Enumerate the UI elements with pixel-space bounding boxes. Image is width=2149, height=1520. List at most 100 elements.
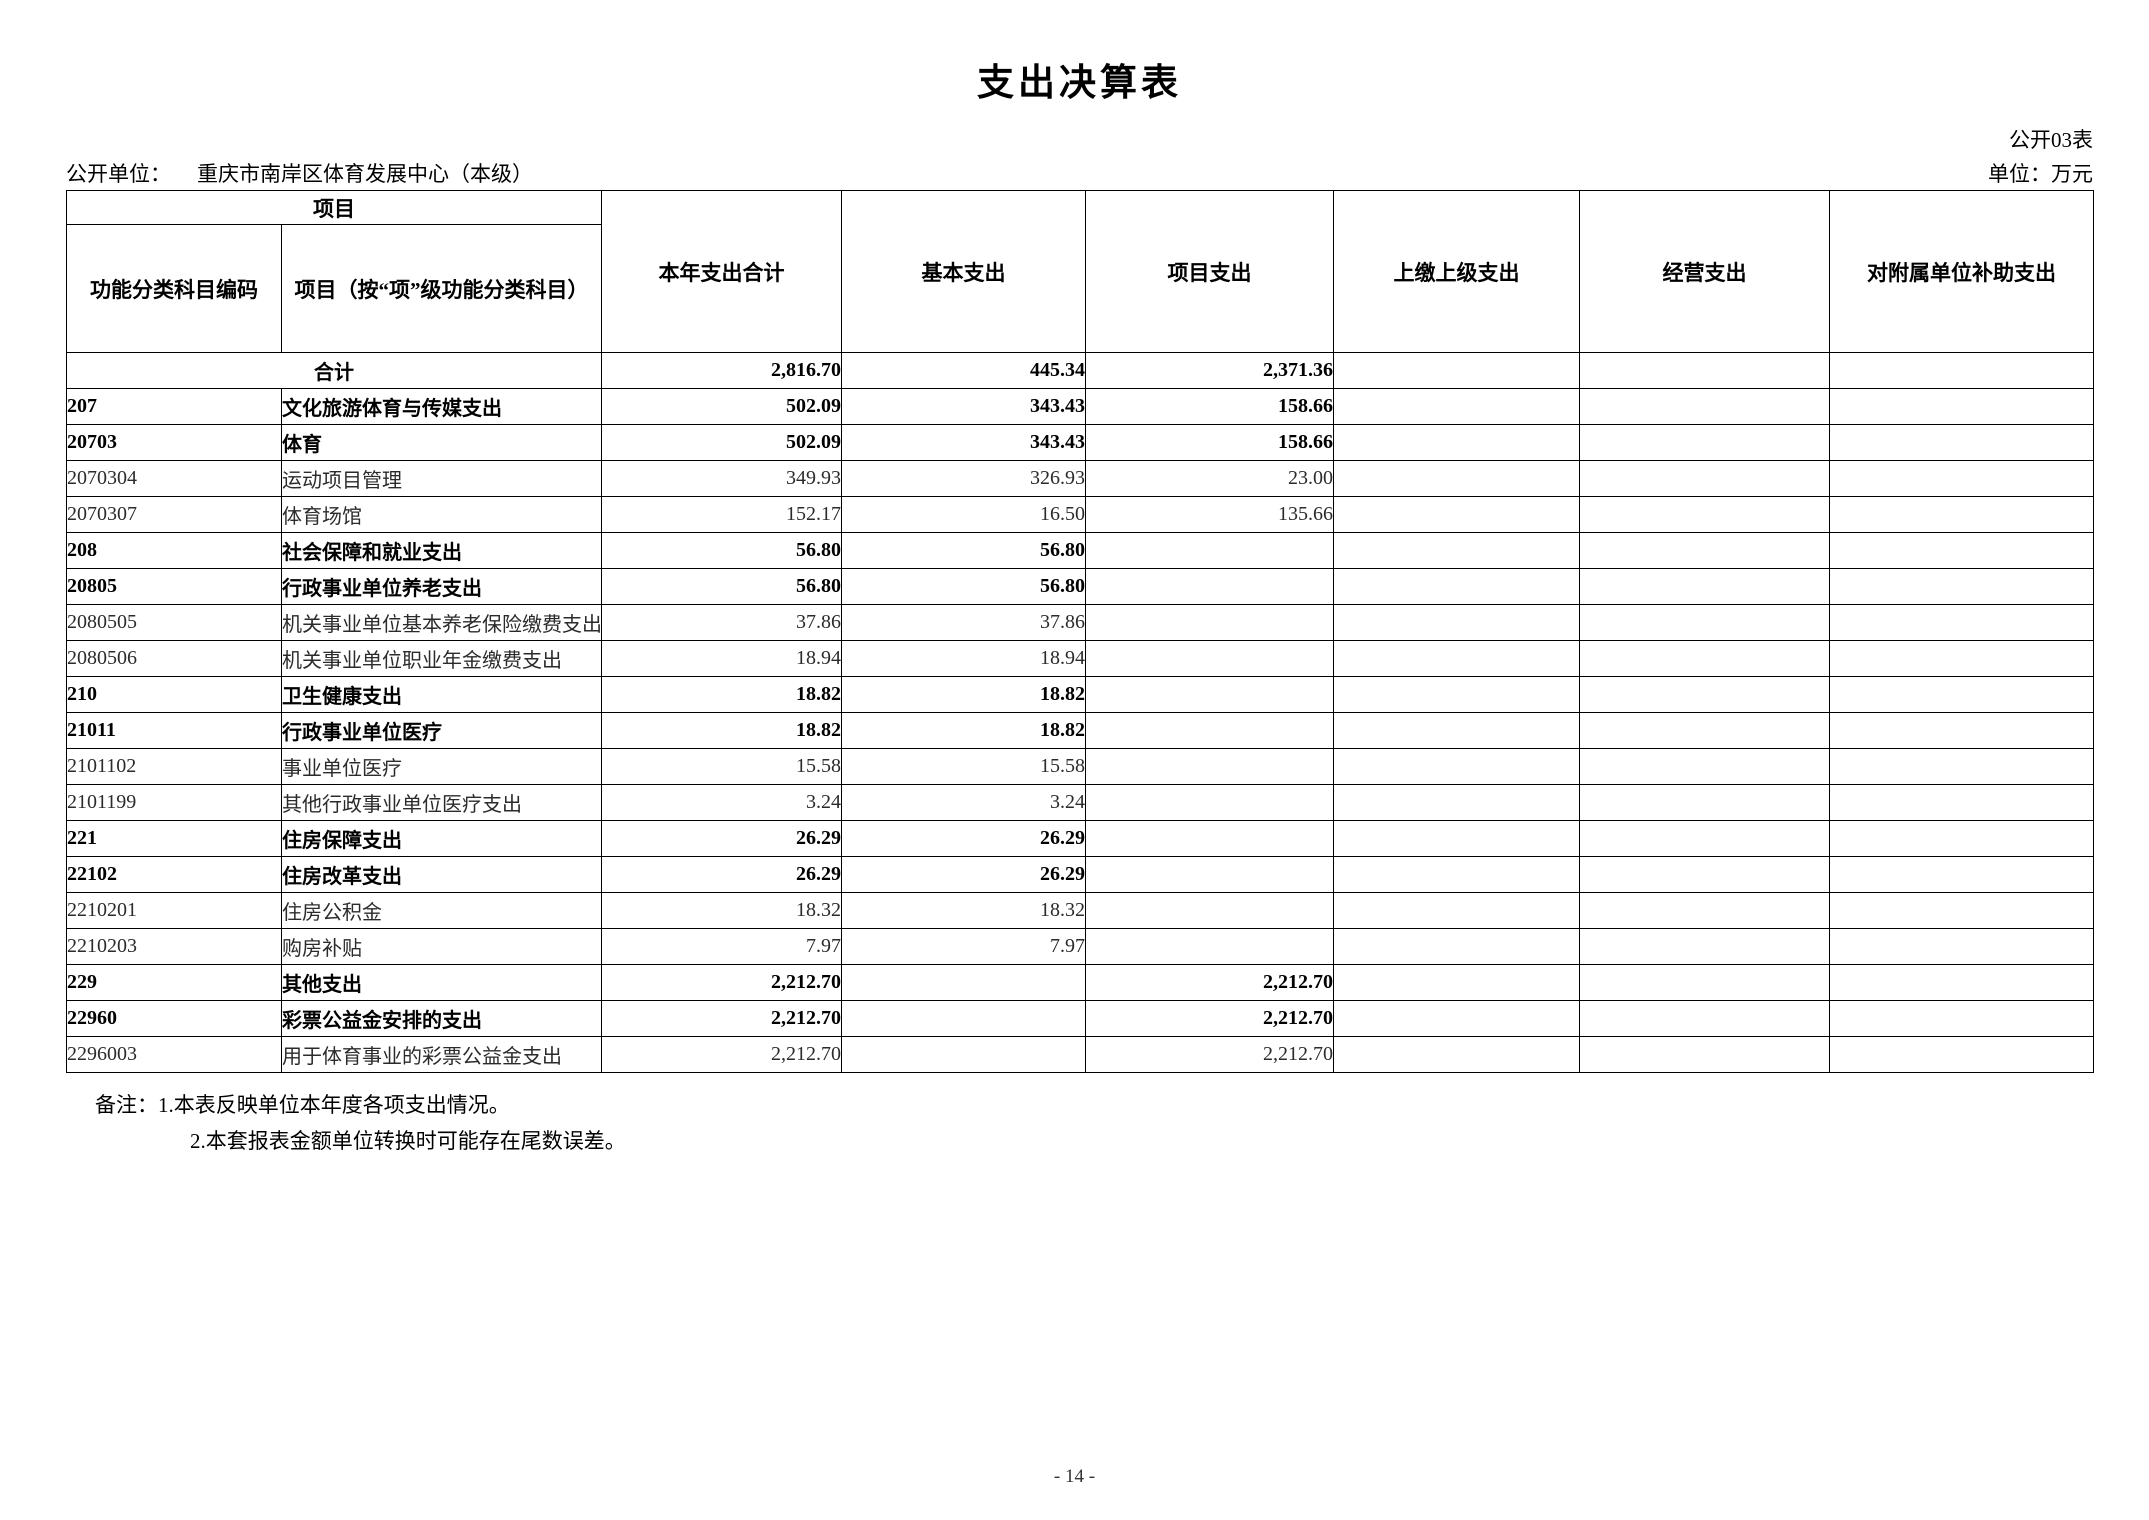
header-col-subsidy: 对附属单位补助支出: [1829, 190, 2094, 353]
cell-value: [1333, 460, 1580, 497]
cell-value: 18.94: [601, 640, 842, 677]
cell-value: [1333, 532, 1580, 569]
cell-value: 3.24: [841, 784, 1086, 821]
cell-value: 37.86: [841, 604, 1086, 641]
table-row: 2080505 机关事业单位基本养老保险缴费支出 37.86 37.86: [66, 604, 2094, 641]
cell-value: 2,212.70: [1085, 964, 1334, 1001]
table-row: 2101199 其他行政事业单位医疗支出 3.24 3.24: [66, 784, 2094, 821]
cell-value: [1085, 676, 1334, 713]
row-code: 210: [66, 676, 282, 713]
cell-value: [1579, 568, 1830, 605]
cell-value: [1829, 964, 2094, 1001]
cell-value: 158.66: [1085, 424, 1334, 461]
table-row: 2296003 用于体育事业的彩票公益金支出 2,212.70 2,212.70: [66, 1036, 2094, 1073]
row-name: 住房公积金: [281, 892, 602, 929]
table-row: 208 社会保障和就业支出 56.80 56.80: [66, 532, 2094, 569]
cell-value: 56.80: [601, 532, 842, 569]
cell-value: [1579, 964, 1830, 1001]
expenditure-table: 项目 本年支出合计 基本支出 项目支出 上缴上级支出 经营支出 对附属单位补助支…: [66, 190, 2094, 1073]
header-col-name: 项目（按“项”级功能分类科目）: [281, 224, 602, 353]
row-name: 其他支出: [281, 964, 602, 1001]
cell-value: [1829, 820, 2094, 857]
row-name: 机关事业单位基本养老保险缴费支出: [281, 604, 602, 641]
cell-value: [1333, 856, 1580, 893]
cell-value: 445.34: [841, 352, 1086, 389]
row-code: 229: [66, 964, 282, 1001]
org-label: 公开单位：: [66, 162, 171, 186]
cell-value: [1085, 928, 1334, 965]
table-row: 2101102 事业单位医疗 15.58 15.58: [66, 748, 2094, 785]
cell-value: 3.24: [601, 784, 842, 821]
cell-value: 2,212.70: [601, 1036, 842, 1073]
cell-value: [1333, 820, 1580, 857]
table-row: 20703 体育 502.09 343.43 158.66: [66, 424, 2094, 461]
footnote-line-2: 2.本套报表金额单位转换时可能存在尾数误差。: [190, 1129, 626, 1153]
cell-value: [1333, 388, 1580, 425]
cell-value: 7.97: [601, 928, 842, 965]
cell-value: 37.86: [601, 604, 842, 641]
table-row: 20805 行政事业单位养老支出 56.80 56.80: [66, 568, 2094, 605]
row-name: 事业单位医疗: [281, 748, 602, 785]
cell-value: [1085, 748, 1334, 785]
cell-value: 2,371.36: [1085, 352, 1334, 389]
row-name: 用于体育事业的彩票公益金支出: [281, 1036, 602, 1073]
cell-value: [1085, 892, 1334, 929]
cell-value: 7.97: [841, 928, 1086, 965]
cell-value: [1829, 388, 2094, 425]
cell-value: [1085, 712, 1334, 749]
cell-value: 2,816.70: [601, 352, 842, 389]
row-code: 207: [66, 388, 282, 425]
cell-value: 23.00: [1085, 460, 1334, 497]
table-body: 合计 2,816.70 445.34 2,371.36 207 文化旅游体育与传媒支出 50…: [66, 352, 2094, 1073]
header-col-total: 本年支出合计: [601, 190, 842, 353]
cell-value: [1579, 712, 1830, 749]
cell-value: [1333, 1000, 1580, 1037]
cell-value: [1829, 892, 2094, 929]
total-label: 合计: [66, 352, 602, 389]
org-name: 重庆市南岸区体育发展中心（本级）: [197, 162, 533, 186]
cell-value: [1829, 928, 2094, 965]
row-code: 22102: [66, 856, 282, 893]
row-name: 体育场馆: [281, 496, 602, 533]
table-row: 229 其他支出 2,212.70 2,212.70: [66, 964, 2094, 1001]
cell-value: [841, 1000, 1086, 1037]
header-col-project: 项目支出: [1085, 190, 1334, 353]
row-name: 体育: [281, 424, 602, 461]
header-group-项目: 项目: [66, 190, 602, 225]
row-code: 2296003: [66, 1036, 282, 1073]
row-code: 22960: [66, 1000, 282, 1037]
header-col-operating: 经营支出: [1579, 190, 1830, 353]
cell-value: 18.82: [601, 712, 842, 749]
cell-value: [1829, 676, 2094, 713]
org-line: 公开单位： 重庆市南岸区体育发展中心（本级）: [66, 158, 533, 188]
row-name: 社会保障和就业支出: [281, 532, 602, 569]
table-row: 2080506 机关事业单位职业年金缴费支出 18.94 18.94: [66, 640, 2094, 677]
table-row: 2070304 运动项目管理 349.93 326.93 23.00: [66, 460, 2094, 497]
cell-value: [1829, 1000, 2094, 1037]
cell-value: [1579, 496, 1830, 533]
cell-value: 135.66: [1085, 496, 1334, 533]
cell-value: 26.29: [841, 820, 1086, 857]
cell-value: [1829, 352, 2094, 389]
cell-value: [1085, 820, 1334, 857]
cell-value: 326.93: [841, 460, 1086, 497]
table-row: 21011 行政事业单位医疗 18.82 18.82: [66, 712, 2094, 749]
row-code: 20703: [66, 424, 282, 461]
cell-value: [1333, 496, 1580, 533]
cell-value: 18.82: [841, 676, 1086, 713]
cell-value: [1579, 604, 1830, 641]
cell-value: [1333, 712, 1580, 749]
cell-value: 18.82: [601, 676, 842, 713]
table-row: 22960 彩票公益金安排的支出 2,212.70 2,212.70: [66, 1000, 2094, 1037]
row-name: 运动项目管理: [281, 460, 602, 497]
cell-value: 18.94: [841, 640, 1086, 677]
cell-value: [841, 1036, 1086, 1073]
cell-value: [1579, 1000, 1830, 1037]
cell-value: 2,212.70: [1085, 1036, 1334, 1073]
cell-value: [1829, 1036, 2094, 1073]
cell-value: [1829, 784, 2094, 821]
row-code: 21011: [66, 712, 282, 749]
table-row: 210 卫生健康支出 18.82 18.82: [66, 676, 2094, 713]
cell-value: 2,212.70: [601, 964, 842, 1001]
cell-value: [1085, 856, 1334, 893]
